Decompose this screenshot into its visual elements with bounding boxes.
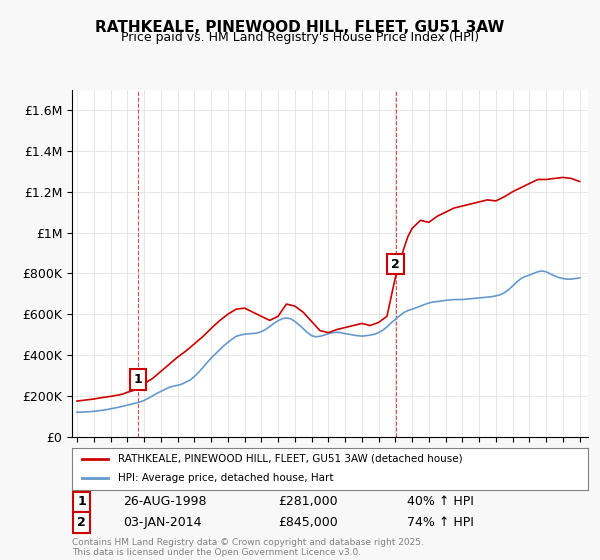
- Text: 03-JAN-2014: 03-JAN-2014: [124, 516, 202, 529]
- Text: 1: 1: [134, 373, 143, 386]
- Text: 2: 2: [391, 258, 400, 270]
- Text: RATHKEALE, PINEWOOD HILL, FLEET, GU51 3AW: RATHKEALE, PINEWOOD HILL, FLEET, GU51 3A…: [95, 20, 505, 35]
- Text: Price paid vs. HM Land Registry's House Price Index (HPI): Price paid vs. HM Land Registry's House …: [121, 31, 479, 44]
- Text: Contains HM Land Registry data © Crown copyright and database right 2025.
This d: Contains HM Land Registry data © Crown c…: [72, 538, 424, 557]
- Text: HPI: Average price, detached house, Hart: HPI: Average price, detached house, Hart: [118, 473, 334, 483]
- Text: £845,000: £845,000: [278, 516, 338, 529]
- Text: 74% ↑ HPI: 74% ↑ HPI: [407, 516, 474, 529]
- Text: £281,000: £281,000: [278, 496, 338, 508]
- Text: RATHKEALE, PINEWOOD HILL, FLEET, GU51 3AW (detached house): RATHKEALE, PINEWOOD HILL, FLEET, GU51 3A…: [118, 454, 463, 464]
- Text: 1: 1: [77, 496, 86, 508]
- Text: 26-AUG-1998: 26-AUG-1998: [124, 496, 207, 508]
- Text: 40% ↑ HPI: 40% ↑ HPI: [407, 496, 474, 508]
- Text: 2: 2: [77, 516, 86, 529]
